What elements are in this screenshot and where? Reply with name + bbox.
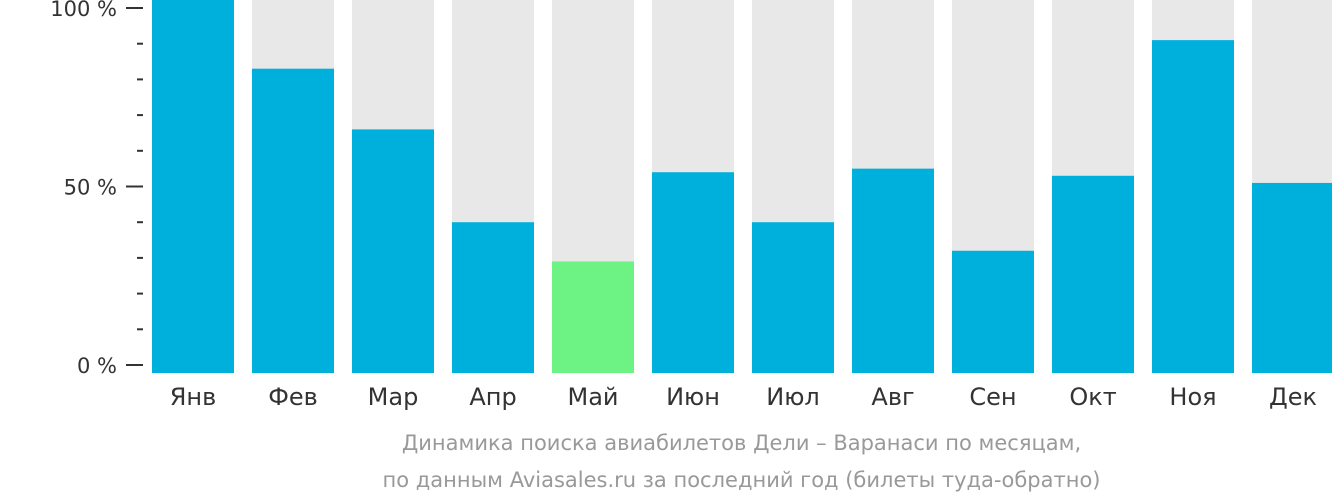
bar-chart: 0 % 50 % 100 % Янв Фев Мар Апр Май Июн Июл Авг Сен… [50, 0, 1332, 411]
y-tick-label: 0 % [77, 354, 117, 378]
chart-caption-line-2: по данным Aviasales.ru за последний год … [382, 468, 1101, 492]
x-tick-label: Мар [368, 383, 419, 411]
x-tick-label: Янв [170, 383, 217, 411]
x-tick-label: Фев [268, 383, 318, 411]
x-tick-label: Сен [969, 383, 1016, 411]
bar-5[interactable] [552, 261, 634, 373]
bar-4[interactable] [452, 222, 534, 373]
bar-11[interactable] [1152, 40, 1234, 373]
bar-10[interactable] [1052, 175, 1134, 373]
x-axis-labels: Янв Фев Мар Апр Май Июн Июл Авг Сен Окт Ноя Дек [170, 383, 1317, 411]
bar-2[interactable] [252, 68, 334, 373]
bar-8[interactable] [852, 168, 934, 373]
x-tick-label: Апр [469, 383, 516, 411]
bar-12[interactable] [1252, 182, 1332, 373]
x-tick-label: Окт [1069, 383, 1116, 411]
bar-1[interactable] [152, 0, 234, 373]
x-tick-label: Май [567, 383, 618, 411]
bar-9[interactable] [952, 250, 1034, 373]
x-tick-label: Авг [871, 383, 914, 411]
bars-group [152, 0, 1332, 373]
x-tick-label: Ноя [1169, 383, 1216, 411]
bar-6[interactable] [652, 172, 734, 373]
y-tick-label: 50 % [64, 176, 117, 200]
y-tick-label: 100 % [50, 0, 117, 21]
chart-caption-line-1: Динамика поиска авиабилетов Дели – Варан… [401, 431, 1082, 455]
bar-3[interactable] [352, 129, 434, 373]
y-axis: 0 % 50 % 100 % [50, 0, 143, 378]
bar-7[interactable] [752, 222, 834, 373]
x-tick-label: Июн [666, 383, 720, 411]
x-tick-label: Июл [766, 383, 820, 411]
x-tick-label: Дек [1269, 383, 1317, 411]
